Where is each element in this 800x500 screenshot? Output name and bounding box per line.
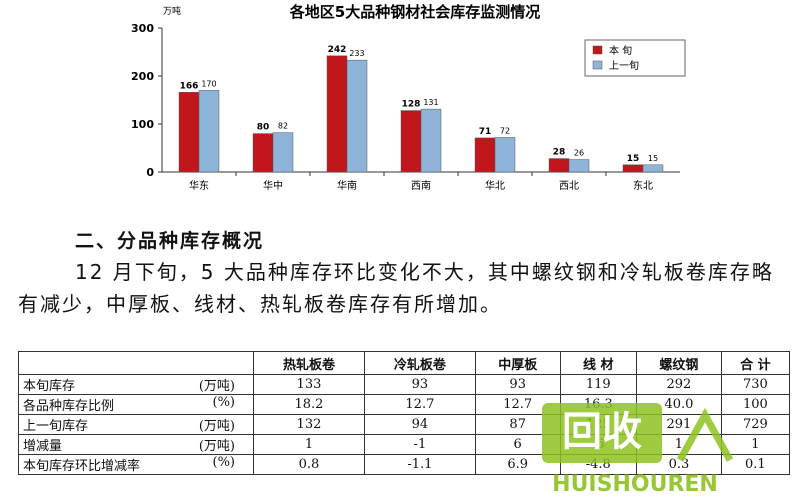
bar	[346, 59, 368, 173]
x-tick-label: 华东	[189, 179, 209, 192]
bar	[494, 137, 516, 173]
data-label: 15	[648, 154, 658, 163]
table-cell: 0.8	[253, 454, 365, 475]
x-tick-label: 东北	[633, 179, 653, 192]
data-label: 71	[479, 127, 492, 137]
y-tick-label: 300	[131, 22, 154, 35]
row-label-cell: 本旬库存 (万吨)	[18, 374, 254, 395]
x-tick-label: 华中	[263, 179, 283, 192]
y-tick-label: 100	[131, 118, 154, 131]
logo-text: 回收	[562, 409, 642, 455]
table-cell: 6.9	[474, 454, 561, 475]
header-empty	[18, 351, 254, 375]
column-header: 线 材	[559, 351, 638, 375]
table-cell: 132	[253, 414, 365, 435]
table-row: 本旬库存 (万吨) 133 93 93 119 292 730	[18, 374, 791, 395]
y-tick-label: 200	[131, 70, 154, 83]
data-label: 166	[180, 81, 199, 91]
bar	[622, 164, 644, 173]
data-label: 82	[278, 122, 288, 131]
row-label: 本旬库存环比增减率	[23, 459, 141, 474]
row-label: 上一旬库存	[23, 419, 89, 434]
data-label: 170	[201, 79, 216, 88]
data-label: 26	[574, 149, 584, 158]
x-tick-label: 华南	[337, 179, 357, 192]
bar	[272, 132, 294, 173]
row-label-cell: 各品种库存比例 (%)	[18, 394, 254, 415]
y-tick-label: 0	[146, 166, 154, 179]
bar	[198, 90, 220, 173]
logo-box	[542, 403, 662, 463]
table-cell: 93	[474, 374, 561, 395]
x-tick-label: 西南	[411, 179, 431, 192]
row-label-cell: 增减量 (万吨)	[18, 434, 254, 455]
bar	[252, 133, 274, 173]
row-label: 各品种库存比例	[23, 399, 115, 414]
brand-text: HUISHOUREN	[552, 472, 718, 497]
legend-swatch	[592, 45, 603, 55]
table-cell: 93	[363, 374, 476, 395]
x-tick-label: 西北	[559, 180, 579, 192]
row-unit: (%)	[212, 455, 236, 470]
table-cell: 119	[559, 374, 638, 395]
section-heading: 二、分品种库存概况	[75, 230, 265, 252]
column-header: 螺纹钢	[636, 351, 722, 375]
row-label: 本旬库存	[23, 379, 76, 394]
row-unit: (万吨)	[198, 419, 235, 434]
data-label: 131	[423, 98, 438, 107]
row-label: 增减量	[23, 439, 63, 454]
row-unit: (万吨)	[198, 439, 235, 454]
table-cell: 730	[720, 374, 791, 395]
table-header: 热轧板卷 冷轧板卷 中厚板线 材螺纹钢合 计	[18, 351, 791, 375]
bar	[326, 55, 348, 173]
column-header: 冷轧板卷	[363, 351, 476, 375]
bar	[178, 92, 200, 173]
bar	[642, 164, 664, 173]
chart: 各地区5大品种钢材社会库存监测情况 万吨 0 100 200 300 华东 166 170 华…	[131, 3, 686, 192]
legend-label: 上一旬	[609, 59, 639, 72]
table-cell: 1	[253, 434, 365, 455]
watermark: 回收 HUISHOUREN	[542, 403, 734, 497]
bar	[420, 108, 442, 173]
legend-label: 本 旬	[609, 44, 632, 57]
y-unit: 万吨	[163, 5, 181, 17]
bar	[400, 110, 422, 173]
row-unit: (万吨)	[198, 379, 235, 394]
table-cell: -1.1	[363, 454, 476, 475]
table-cell: 18.2	[253, 394, 365, 415]
data-label: 128	[402, 100, 421, 110]
row-label-cell: 上一旬库存 (万吨)	[18, 414, 254, 435]
table-cell: 133	[253, 374, 365, 395]
row-unit: (%)	[212, 395, 236, 410]
bar	[568, 159, 590, 173]
logo-mark	[676, 407, 734, 462]
data-label: 80	[257, 123, 270, 133]
bar	[548, 158, 570, 173]
row-label-cell: 本旬库存环比增减率 (%)	[18, 454, 254, 475]
bar	[474, 137, 496, 173]
table-cell: -1	[363, 434, 476, 455]
column-header: 中厚板	[474, 351, 561, 375]
paragraph: 12 月下旬，5 大品种库存环比变化不大，其中螺纹钢和冷轧板卷库存略有减少，中厚…	[18, 260, 774, 316]
data-label: 15	[627, 154, 640, 164]
x-tick-label: 华北	[485, 179, 505, 192]
column-header: 合 计	[720, 351, 791, 375]
chart-title: 各地区5大品种钢材社会库存监测情况	[289, 3, 540, 21]
data-label: 72	[500, 126, 510, 135]
table-cell: 0.1	[720, 454, 791, 475]
data-label: 233	[349, 49, 364, 58]
table-cell: 94	[363, 414, 476, 435]
table-cell: 292	[636, 374, 722, 395]
data-label: 28	[553, 148, 566, 158]
data-label: 242	[328, 45, 347, 55]
legend-swatch	[592, 60, 603, 70]
table-cell: 12.7	[363, 394, 476, 415]
column-header: 热轧板卷	[253, 351, 365, 375]
